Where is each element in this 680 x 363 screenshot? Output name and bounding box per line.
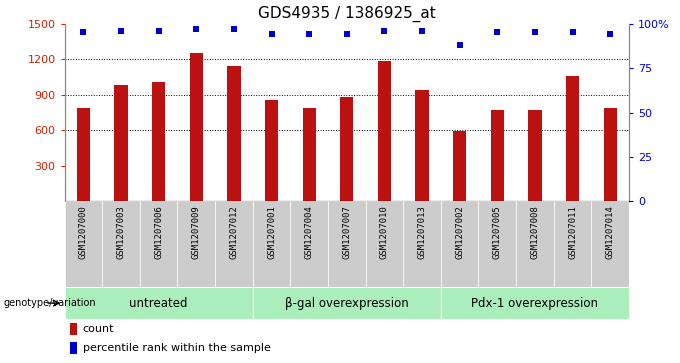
Bar [265,100,278,201]
Text: GSM1207012: GSM1207012 [229,206,239,260]
Point [116,28,126,34]
Bar [516,201,554,287]
Text: GSM1207003: GSM1207003 [116,206,126,260]
Bar [114,85,128,201]
Point [454,42,465,48]
Bar [290,201,328,287]
Text: GSM1207005: GSM1207005 [493,206,502,260]
Text: GSM1207009: GSM1207009 [192,206,201,260]
Bar [554,201,592,287]
Text: GSM1207001: GSM1207001 [267,206,276,260]
Point [379,28,390,34]
Text: GSM1207011: GSM1207011 [568,206,577,260]
Point [530,29,541,35]
Bar [479,201,516,287]
Bar [441,287,629,319]
Point [266,31,277,37]
Bar [528,110,541,201]
Bar [340,97,354,201]
Point [191,26,202,32]
Bar [592,201,629,287]
Bar [65,201,102,287]
Bar [227,66,241,201]
Point [78,29,89,35]
Bar [253,201,290,287]
Text: GSM1207007: GSM1207007 [342,206,352,260]
Title: GDS4935 / 1386925_at: GDS4935 / 1386925_at [258,6,436,22]
Text: count: count [83,324,114,334]
Bar [604,108,617,201]
Bar [441,201,479,287]
Bar [190,53,203,201]
Bar [152,82,165,201]
Bar [491,110,504,201]
Bar [378,61,391,201]
Text: β-gal overexpression: β-gal overexpression [285,297,409,310]
Bar [77,108,90,201]
Bar [177,201,215,287]
Point [341,31,352,37]
Point [228,26,239,32]
Bar [415,90,428,201]
Text: Pdx-1 overexpression: Pdx-1 overexpression [471,297,598,310]
Point [492,29,503,35]
Bar [403,201,441,287]
Bar [102,201,140,287]
Point [605,31,615,37]
Point [304,31,315,37]
Text: GSM1207013: GSM1207013 [418,206,426,260]
Point [567,29,578,35]
Text: GSM1207010: GSM1207010 [380,206,389,260]
Text: genotype/variation: genotype/variation [3,298,96,308]
Text: GSM1207002: GSM1207002 [455,206,464,260]
Bar [566,76,579,201]
Text: GSM1207004: GSM1207004 [305,206,313,260]
Bar [215,201,253,287]
Bar [140,201,177,287]
Text: untreated: untreated [129,297,188,310]
Bar [70,323,77,335]
Point [153,28,164,34]
Bar [453,131,466,201]
Bar [70,342,77,354]
Bar [253,287,441,319]
Text: GSM1207014: GSM1207014 [606,206,615,260]
Bar [65,287,253,319]
Bar [328,201,366,287]
Text: percentile rank within the sample: percentile rank within the sample [83,343,271,353]
Bar [366,201,403,287]
Text: GSM1207008: GSM1207008 [530,206,539,260]
Text: GSM1207006: GSM1207006 [154,206,163,260]
Text: GSM1207000: GSM1207000 [79,206,88,260]
Bar [303,108,316,201]
Point [417,28,428,34]
